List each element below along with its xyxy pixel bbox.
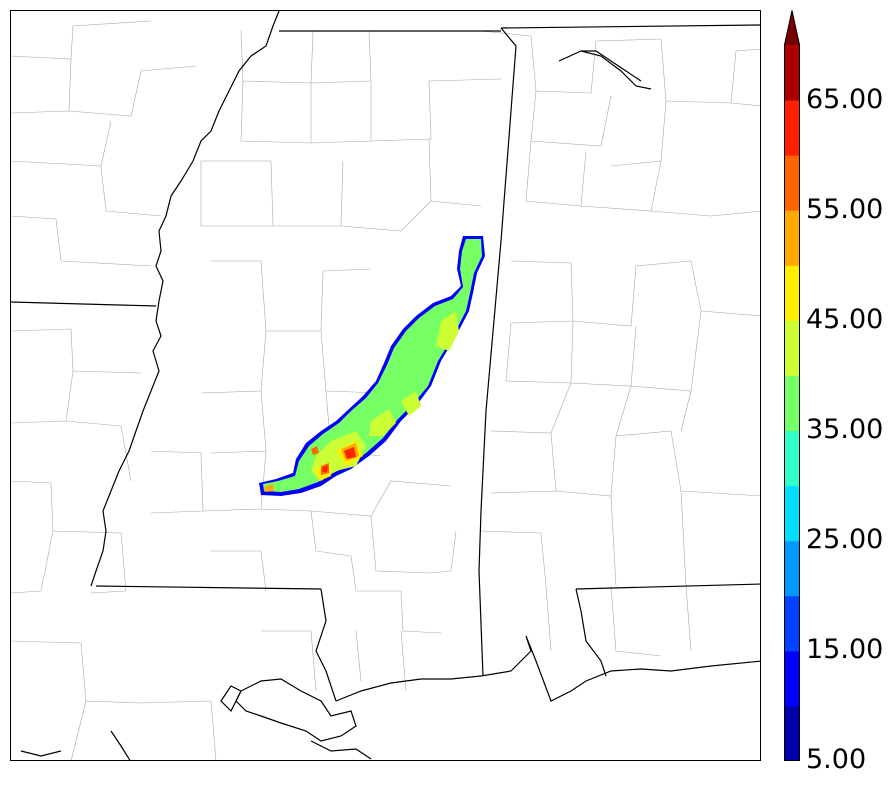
state-borders: [11, 11, 760, 760]
map-frame[interactable]: [10, 10, 761, 761]
colorbar-bin: [784, 540, 800, 597]
colorbar-bin: [784, 705, 800, 761]
colorbar-label-25: 25.00: [806, 524, 884, 555]
colorbar-extend-arrow: [784, 10, 800, 45]
colorbar-label-65: 65.00: [806, 84, 884, 115]
colorbar: [784, 10, 800, 761]
colorbar-label-5: 5.00: [806, 744, 867, 775]
colorbar-label-35: 35.00: [806, 414, 884, 445]
colorbar-bin: [784, 595, 800, 652]
colorbar-bin: [784, 375, 800, 432]
colorbar-bin: [784, 320, 800, 376]
map-canvas[interactable]: [11, 11, 761, 761]
colorbar-outline: [784, 10, 800, 761]
colorbar-bin: [784, 100, 800, 156]
reflectivity-field: [259, 236, 485, 496]
colorbar-label-55: 55.00: [806, 194, 884, 225]
colorbar-label-15: 15.00: [806, 634, 884, 665]
colorbar-bin: [784, 45, 800, 101]
colorbar-bin: [784, 210, 800, 266]
colorbar-bin: [784, 265, 800, 321]
colorbar-bin: [784, 155, 800, 211]
colorbar-bin: [784, 430, 800, 487]
colorbar-bin: [784, 650, 800, 707]
colorbar-bin: [784, 485, 800, 542]
colorbar-label-45: 45.00: [806, 304, 884, 335]
